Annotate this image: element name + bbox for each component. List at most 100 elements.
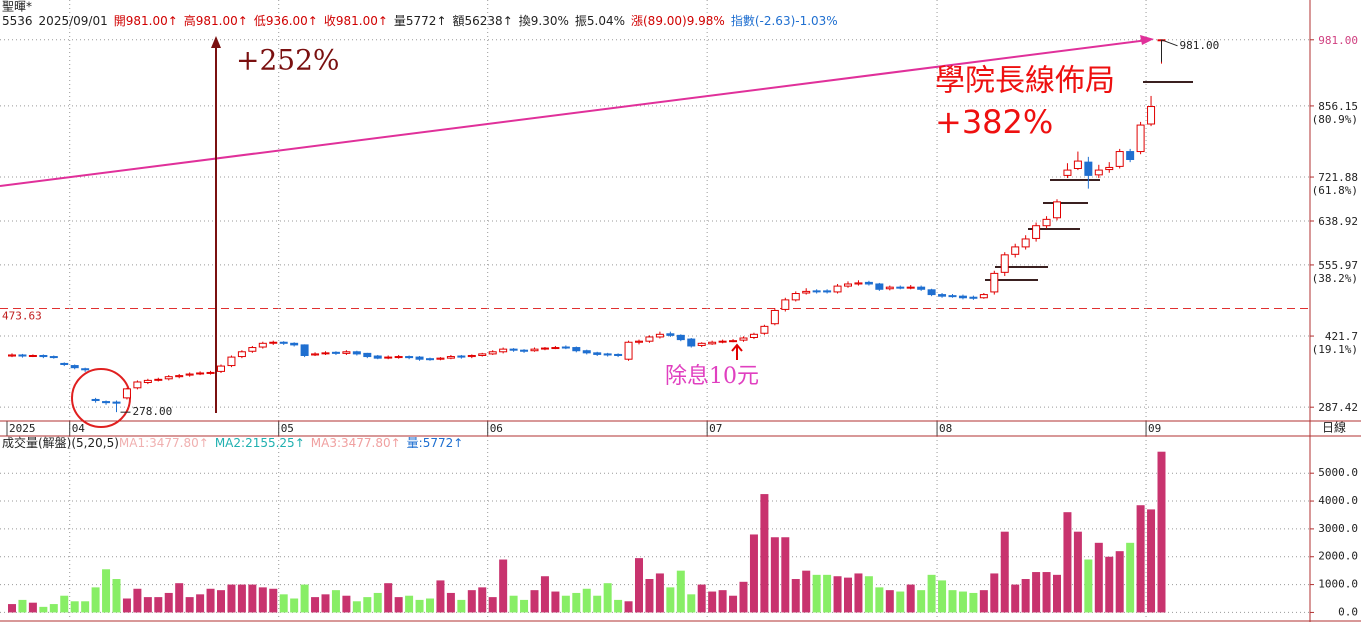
candle-body — [8, 354, 16, 357]
volume-bar — [91, 587, 100, 613]
candle-body — [718, 340, 727, 343]
volume-bar — [122, 598, 131, 613]
volume-bar — [770, 537, 779, 613]
volume-bar — [676, 570, 685, 613]
volume-bar — [509, 595, 518, 613]
candle-body — [102, 401, 111, 404]
dividend-annotation: 除息10元 — [665, 364, 759, 389]
header-item: 收981.00↑ — [324, 14, 388, 28]
high-label: 981.00 — [1180, 39, 1220, 52]
volume-tick-label: 3000.0 — [1318, 522, 1358, 535]
volume-bar — [635, 558, 643, 613]
candle-body — [823, 290, 832, 293]
candle-body — [812, 290, 821, 293]
volume-bar — [405, 595, 414, 613]
volume-bar — [760, 494, 769, 613]
volume-bar — [8, 604, 16, 613]
volume-bar — [979, 590, 988, 613]
x-tick-label: 04 — [72, 422, 86, 435]
header-item: MA3:3477.80↑ — [311, 436, 401, 450]
candle-body — [781, 299, 790, 310]
volume-bar — [363, 597, 372, 613]
volume-tick-label: 5000.0 — [1318, 466, 1358, 479]
volume-tick-label: 4000.0 — [1318, 494, 1358, 507]
volume-bar — [1147, 509, 1156, 613]
candle-body — [1000, 254, 1009, 273]
candle-body — [760, 325, 769, 334]
fib-label: (19.1%) — [1312, 343, 1358, 356]
volume-bar — [1032, 572, 1041, 613]
candle-body — [1115, 151, 1124, 167]
header-item: 額56238↑ — [453, 14, 513, 28]
candle-body — [1147, 106, 1156, 125]
candle-body — [1126, 151, 1135, 160]
y-tick-label: 421.7 — [1325, 330, 1358, 343]
candle-body — [499, 348, 508, 353]
candle-body — [363, 352, 372, 358]
volume-bar — [342, 595, 351, 613]
candle-body — [60, 362, 69, 365]
candle-body — [415, 356, 424, 360]
candle-body — [373, 355, 382, 359]
dividend-arrow-head — [731, 343, 743, 352]
volume-bar — [290, 598, 299, 613]
candle-body — [227, 356, 236, 367]
volume-bar — [1157, 451, 1166, 613]
volume-bar — [488, 597, 497, 613]
candle-body — [154, 378, 163, 381]
volume-bar — [352, 601, 361, 613]
candle-body — [436, 357, 445, 360]
candle-body — [49, 356, 58, 359]
volume-bar — [582, 588, 591, 613]
volume-bar — [446, 592, 455, 613]
grid-layer — [0, 0, 1314, 618]
volume-bar — [739, 581, 748, 613]
candle-body — [770, 309, 779, 325]
candle-body — [290, 342, 299, 346]
high-pointer — [1161, 39, 1178, 47]
volume-bar — [1000, 531, 1009, 613]
candle-body — [70, 365, 79, 369]
marks-layer — [8, 39, 1178, 613]
reference-label: 473.63 — [2, 310, 42, 323]
candle-body — [864, 281, 873, 285]
candle-body — [938, 294, 947, 297]
x-tick-label: 06 — [490, 422, 503, 435]
volume-tick-label: 1000.0 — [1318, 578, 1358, 591]
candle-body — [990, 272, 999, 293]
volume-bar — [1105, 556, 1114, 613]
y-tick-label: 555.97 — [1318, 259, 1358, 272]
volume-bar — [227, 584, 236, 613]
y-tick-label: 638.92 — [1318, 215, 1358, 228]
header-item: 量:5772↑ — [407, 436, 464, 450]
candle-body — [112, 401, 121, 404]
candle-body — [321, 352, 330, 355]
volume-bar — [373, 592, 382, 613]
volume-bar — [655, 573, 664, 613]
header-item: 2025/09/01 — [39, 14, 108, 28]
volume-bar — [927, 574, 936, 613]
gain-annotation: +382% — [935, 103, 1053, 141]
stock-title: 聖暉* — [2, 0, 32, 14]
volume-bar — [729, 595, 738, 613]
candle-body — [81, 368, 90, 371]
candle-body — [164, 376, 173, 380]
header-item: 漲(89.00)9.98% — [631, 14, 725, 28]
volume-bar — [844, 577, 852, 613]
fib-label: (38.2%) — [1312, 272, 1358, 285]
volume-bar — [906, 584, 915, 613]
header-item: 換9.30% — [519, 14, 569, 28]
candle-body — [248, 347, 257, 352]
candle-body — [875, 283, 884, 290]
volume-bar — [133, 588, 142, 613]
candle-body — [91, 398, 100, 402]
volume-bar — [948, 590, 957, 613]
candle-body — [1073, 160, 1082, 170]
volume-bar — [561, 595, 570, 613]
candle-body — [948, 295, 957, 298]
candle-body — [394, 356, 403, 359]
fib-label: (80.9%) — [1312, 113, 1358, 126]
volume-bar — [206, 588, 215, 613]
candle-body — [1053, 201, 1061, 219]
candle-body — [1021, 238, 1030, 248]
